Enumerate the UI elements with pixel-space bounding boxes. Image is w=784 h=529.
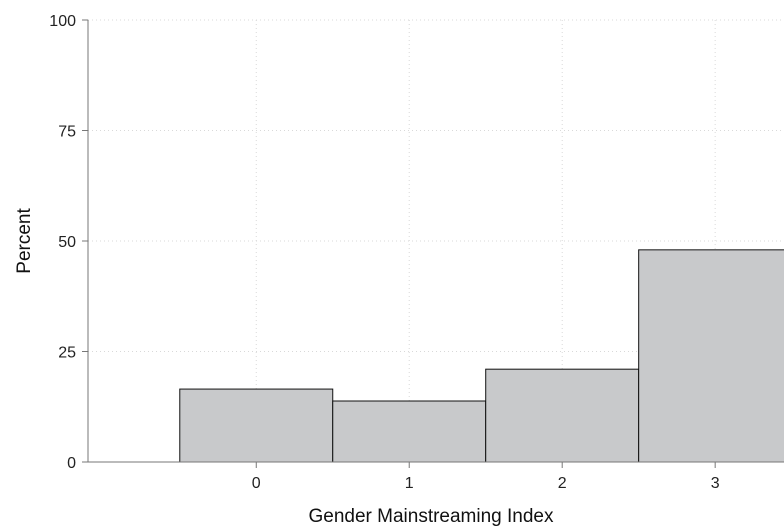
y-axis-ticks: 0 25 50 75 100 bbox=[49, 13, 88, 472]
bar-2 bbox=[485, 368, 640, 463]
grid-lines bbox=[88, 19, 784, 462]
x-tick-label: 1 bbox=[405, 475, 414, 492]
x-tick-label: 0 bbox=[252, 475, 261, 492]
x-tick-label: 3 bbox=[711, 475, 720, 492]
y-tick-label: 100 bbox=[49, 13, 76, 30]
x-tick-label: 2 bbox=[558, 475, 567, 492]
y-axis-title: Percent bbox=[14, 208, 35, 274]
y-tick-label: 50 bbox=[58, 234, 76, 251]
bar-0 bbox=[179, 388, 334, 463]
y-tick-label: 75 bbox=[58, 124, 76, 141]
y-tick-label: 0 bbox=[67, 455, 76, 472]
x-axis-ticks: 0 1 2 3 bbox=[252, 462, 720, 492]
bar-3 bbox=[638, 249, 784, 463]
bar-1 bbox=[332, 400, 487, 463]
y-tick-label: 25 bbox=[58, 345, 76, 362]
x-axis-title: Gender Mainstreaming Index bbox=[308, 506, 554, 527]
bars bbox=[179, 249, 784, 463]
